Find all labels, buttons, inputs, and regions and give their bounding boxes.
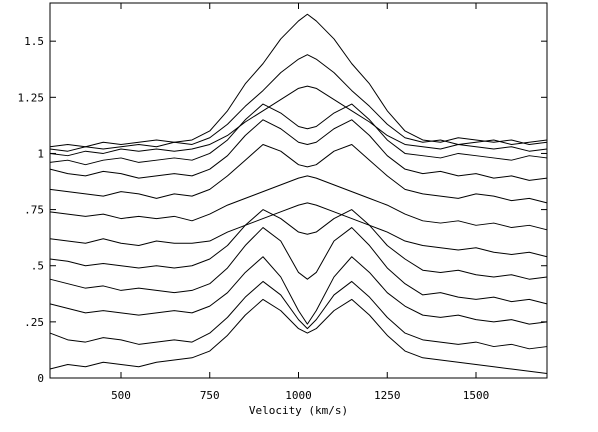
y-tick-label: .75 [24,204,44,217]
y-tick-label: 0 [37,372,44,385]
x-tick-label: 1500 [463,389,490,402]
spectrum-line [49,143,548,204]
y-tick-label: .5 [31,260,44,273]
x-tick-label: 750 [200,389,220,402]
spectrum-line [49,103,548,166]
spectrum-line [49,256,548,325]
spectrum-line [49,298,548,375]
spectrum-line [49,119,548,181]
y-tick-label: 1 [37,147,44,160]
y-tick-label: .25 [24,316,44,329]
y-tick-label: 1.5 [24,35,44,48]
spectrum-line [49,175,548,231]
spectrum-line [49,209,548,280]
spectrum-line [49,280,548,350]
spectrum-line [49,54,548,152]
spectrum-line [49,202,548,258]
x-tick-label: 500 [111,389,131,402]
spectrum-line [49,227,548,305]
spectrum-line [49,13,548,148]
x-axis-label: Velocity (km/s) [249,404,348,417]
y-tick-label: 1.25 [18,91,45,104]
x-tick-label: 1250 [374,389,401,402]
x-tick-label: 1000 [285,389,312,402]
spectrum-line [49,85,548,157]
